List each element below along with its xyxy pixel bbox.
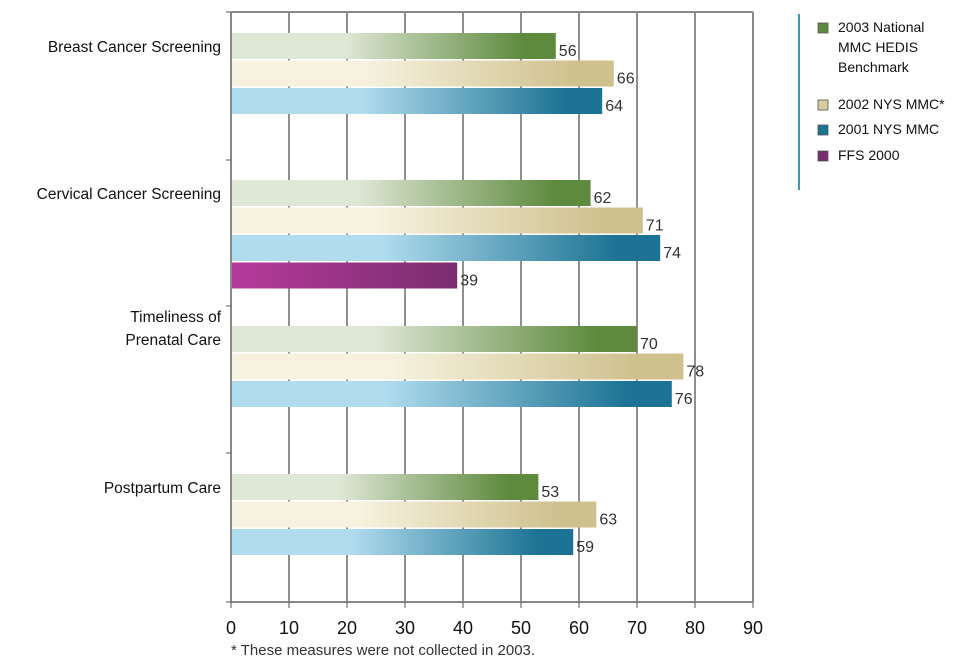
x-tick-label: 40: [453, 618, 473, 638]
bar: [231, 33, 556, 59]
footnote: * These measures were not collected in 2…: [231, 642, 536, 659]
legend-label: 2002 NYS MMC*: [838, 96, 945, 112]
data-label: 76: [675, 391, 693, 408]
legend-swatch: [817, 150, 829, 162]
x-tick-label: 30: [395, 618, 415, 638]
legend-swatch: [817, 99, 829, 111]
bar: [231, 60, 614, 87]
x-tick-label: 80: [685, 618, 705, 638]
bar: [231, 262, 458, 289]
labels: 56 66 64 Breast Cancer Screening 62 71 74 39 Cer…: [37, 39, 705, 556]
x-tick-label: 70: [627, 618, 647, 638]
data-label: 71: [646, 218, 664, 235]
legend-swatch: [817, 124, 829, 136]
x-tick-label: 20: [337, 618, 357, 638]
category-label: Postpartum Care: [104, 480, 221, 497]
data-label: 78: [686, 364, 704, 381]
bar: [231, 180, 591, 206]
category-label: Breast Cancer Screening: [48, 39, 221, 56]
data-label: 70: [640, 336, 658, 353]
axes: 0 10 20 30 40 50 60 70 80 90: [226, 11, 763, 638]
legend: 2003 National MMC HEDIS Benchmark 2002 NYS …: [798, 14, 945, 190]
data-label: 59: [576, 539, 594, 556]
data-label: 64: [605, 98, 623, 115]
bar: [231, 326, 637, 352]
bar: [231, 235, 661, 261]
data-label: 62: [594, 190, 612, 207]
data-label: 74: [663, 245, 681, 262]
bar: [231, 529, 574, 555]
x-tick-label: 10: [279, 618, 299, 638]
data-label: 66: [617, 71, 635, 88]
x-tick-label: 0: [226, 618, 236, 638]
bar: [231, 474, 539, 500]
legend-label: 2001 NYS MMC: [838, 121, 939, 137]
x-tick-label: 50: [511, 618, 531, 638]
bar: [231, 353, 684, 380]
data-label: 39: [460, 273, 478, 290]
x-tick-label: 60: [569, 618, 589, 638]
category-label: Cervical Cancer Screening: [37, 186, 221, 203]
bar: [231, 381, 672, 407]
x-tick-label: 90: [743, 618, 763, 638]
bar: [231, 207, 643, 234]
bar: [231, 501, 597, 528]
data-label: 56: [559, 43, 577, 60]
category-label: Timeliness of: [130, 309, 221, 326]
legend-label: FFS 2000: [838, 147, 900, 163]
legend-label: MMC HEDIS: [838, 39, 918, 55]
legend-label: 2003 National: [838, 19, 924, 35]
data-label: 63: [599, 512, 617, 529]
category-label: Prenatal Care: [125, 332, 221, 349]
data-label: 53: [541, 484, 559, 501]
bars: [231, 33, 684, 555]
bar: [231, 88, 603, 114]
legend-label: Benchmark: [838, 59, 910, 75]
legend-swatch: [817, 22, 829, 34]
